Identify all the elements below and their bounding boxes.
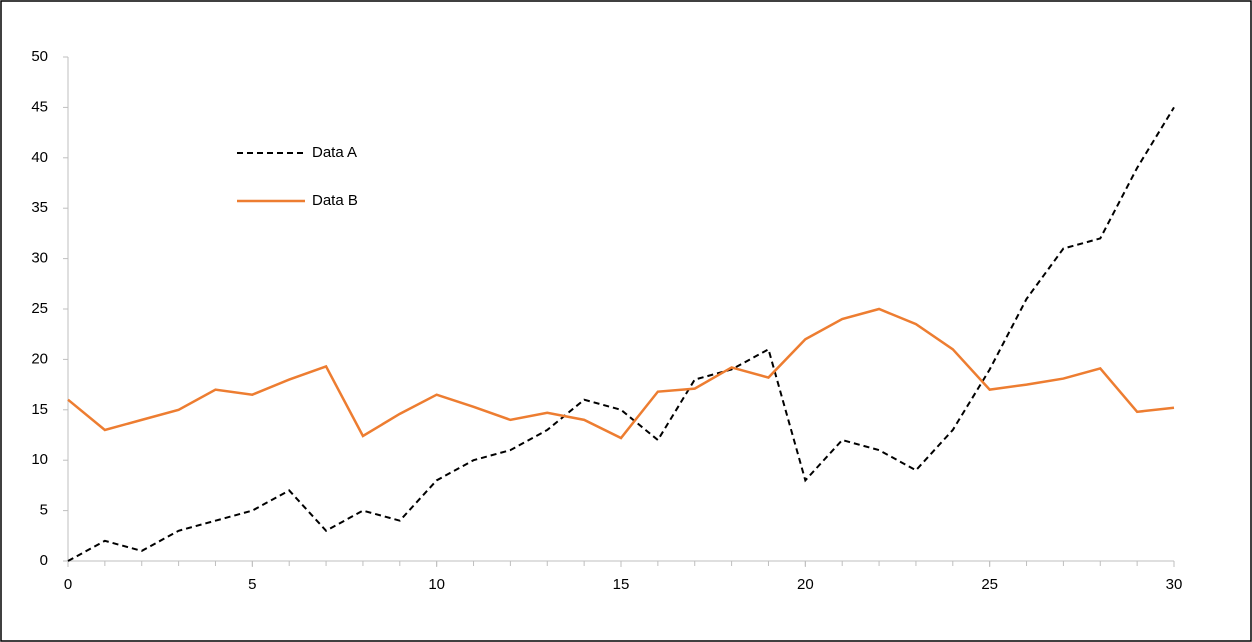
- y-tick-label: 5: [40, 502, 48, 519]
- x-tick-label: 30: [1166, 576, 1183, 593]
- y-tick-label: 45: [31, 98, 48, 115]
- x-tick-label: 5: [248, 576, 256, 593]
- x-tick-label: 15: [613, 576, 630, 593]
- y-tick-label: 25: [31, 300, 48, 317]
- data-line: [67, 106, 1175, 562]
- y-tick-label: 20: [31, 350, 48, 367]
- x-tick-label: 25: [981, 576, 998, 593]
- x-tick-label: 0: [64, 576, 72, 593]
- legend-label: Data A: [312, 144, 357, 161]
- data-line: [67, 307, 1175, 440]
- y-tick-label: 35: [31, 199, 48, 216]
- legend-label: Data B: [312, 192, 358, 209]
- y-tick-label: 50: [31, 48, 48, 65]
- y-tick-label: 10: [31, 451, 48, 468]
- x-tick-label: 20: [797, 576, 814, 593]
- y-tick-label: 30: [31, 250, 48, 267]
- x-tick-label: 10: [428, 576, 445, 593]
- y-tick-label: 0: [40, 552, 48, 569]
- y-tick-label: 40: [31, 149, 48, 166]
- y-tick-label: 15: [31, 401, 48, 418]
